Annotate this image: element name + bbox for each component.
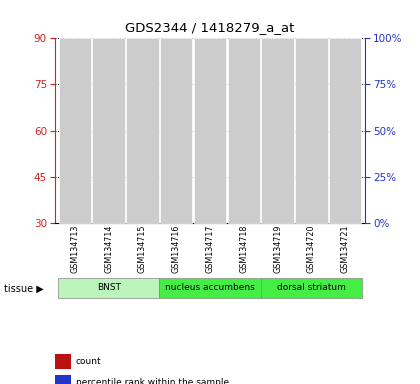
Text: GSM134716: GSM134716 [172,225,181,273]
Bar [336,138,354,223]
FancyBboxPatch shape [126,38,159,223]
FancyBboxPatch shape [92,38,125,223]
Bar [240,160,247,166]
FancyBboxPatch shape [295,38,328,223]
Bar [308,172,315,178]
FancyBboxPatch shape [58,278,159,298]
Title: GDS2344 / 1418279_a_at: GDS2344 / 1418279_a_at [125,22,295,35]
Text: nucleus accumbens: nucleus accumbens [165,283,255,293]
FancyBboxPatch shape [261,38,294,223]
FancyBboxPatch shape [159,278,261,298]
Bar [71,166,79,172]
Bar [66,147,84,223]
Text: tissue ▶: tissue ▶ [4,283,44,293]
Text: GSM134717: GSM134717 [205,225,215,273]
Text: dorsal striatum: dorsal striatum [277,283,346,293]
Text: GSM134715: GSM134715 [138,225,147,273]
Text: BNST: BNST [97,283,121,293]
Text: GSM134719: GSM134719 [273,225,282,273]
Bar [133,131,152,223]
Bar [167,68,186,223]
FancyBboxPatch shape [329,38,361,223]
Text: GSM134713: GSM134713 [71,225,79,273]
FancyBboxPatch shape [261,278,362,298]
Bar [341,166,349,172]
FancyBboxPatch shape [160,38,192,223]
Bar [105,160,112,166]
Bar [268,135,287,223]
FancyBboxPatch shape [228,38,260,223]
Bar [201,200,219,223]
Bar [302,175,320,223]
Text: GSM134718: GSM134718 [239,225,248,273]
Bar [139,162,146,167]
Bar [207,179,213,184]
Bar [173,139,180,144]
Text: GSM134714: GSM134714 [104,225,113,273]
Text: percentile rank within the sample: percentile rank within the sample [76,378,229,384]
Bar [100,126,118,223]
Text: GSM134720: GSM134720 [307,225,316,273]
FancyBboxPatch shape [59,38,91,223]
FancyBboxPatch shape [194,38,226,223]
Text: GSM134721: GSM134721 [341,225,349,273]
Text: count: count [76,357,101,366]
Bar [234,120,253,223]
Bar [274,166,281,172]
